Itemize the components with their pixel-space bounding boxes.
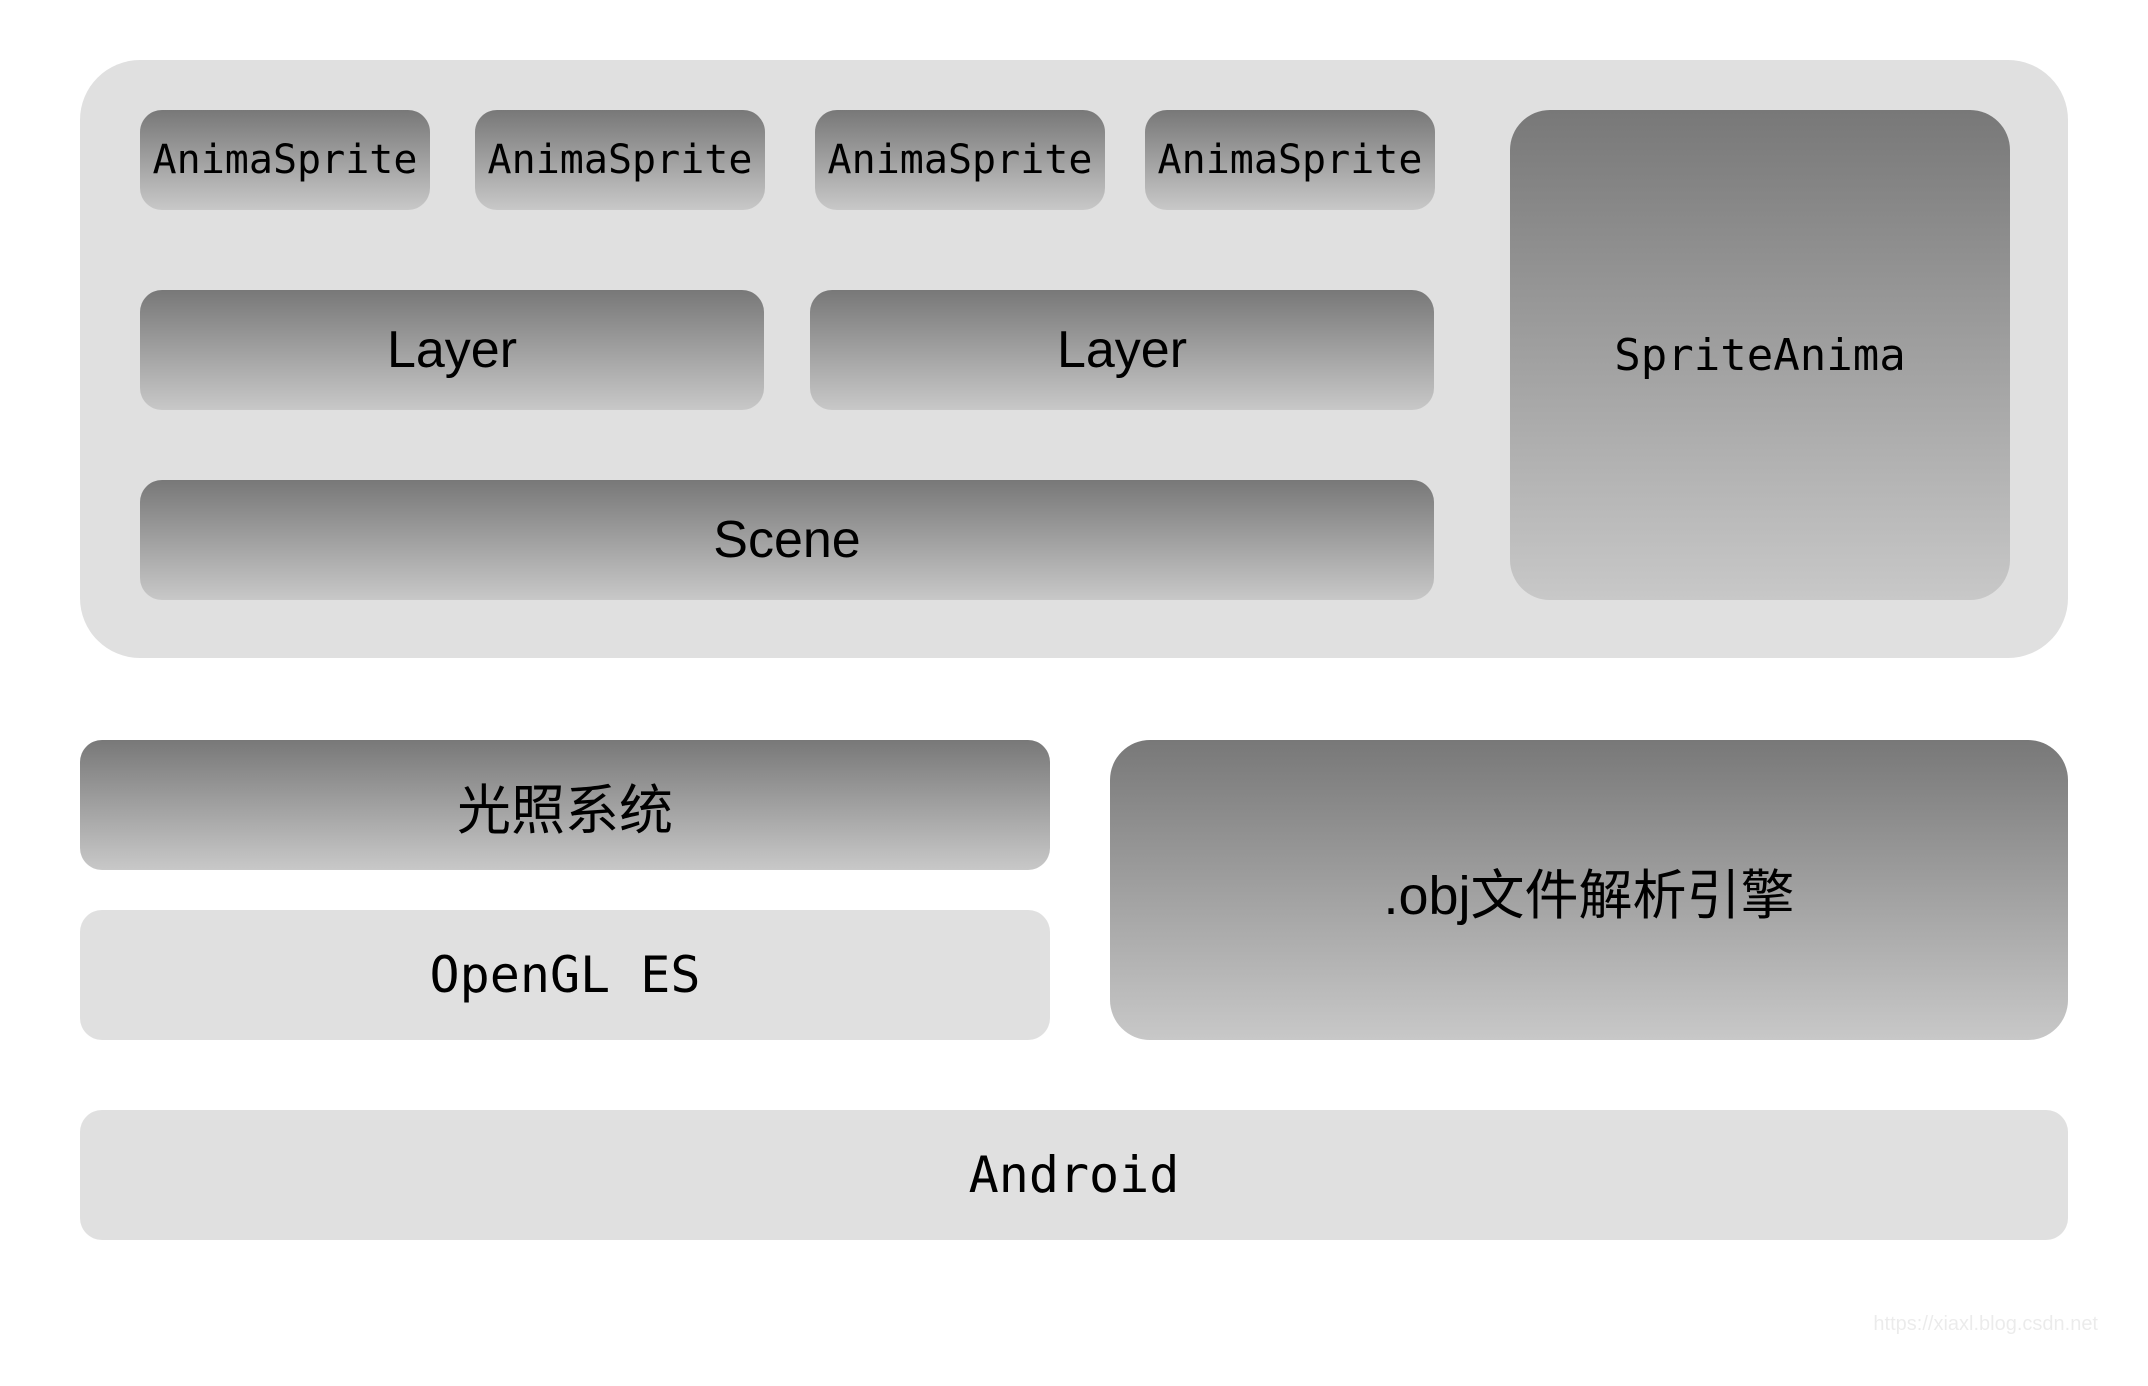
box-label-sprite2: AnimaSprite (488, 137, 753, 183)
box-label-obj_parser: .obj文件解析引擎 (1383, 851, 1794, 930)
box-label-layer1: Layer (387, 320, 517, 380)
box-opengl: OpenGL ES (80, 910, 1050, 1040)
diagram-canvas: AnimaSprite AnimaSprite AnimaSprite AnimaSp… (80, 60, 2068, 1340)
box-sprite_anima: SpriteAnima (1510, 110, 2010, 600)
box-lighting: 光照系统 (80, 740, 1050, 870)
box-label-sprite3: AnimaSprite (828, 137, 1093, 183)
box-scene: Scene (140, 480, 1434, 600)
watermark-text: https://xiaxl.blog.csdn.net (1873, 1313, 2098, 1336)
box-layer2: Layer (810, 290, 1434, 410)
box-android: Android (80, 1110, 2068, 1240)
box-sprite3: AnimaSprite (815, 110, 1105, 210)
box-sprite1: AnimaSprite (140, 110, 430, 210)
box-label-scene: Scene (713, 510, 860, 570)
box-label-lighting: 光照系统 (457, 766, 673, 845)
box-label-opengl: OpenGL ES (430, 946, 701, 1004)
box-label-layer2: Layer (1057, 320, 1187, 380)
box-sprite4: AnimaSprite (1145, 110, 1435, 210)
box-label-sprite4: AnimaSprite (1158, 137, 1423, 183)
box-label-sprite_anima: SpriteAnima (1614, 330, 1905, 381)
box-obj_parser: .obj文件解析引擎 (1110, 740, 2068, 1040)
box-sprite2: AnimaSprite (475, 110, 765, 210)
box-layer1: Layer (140, 290, 764, 410)
box-label-sprite1: AnimaSprite (153, 137, 418, 183)
box-label-android: Android (969, 1146, 1180, 1204)
